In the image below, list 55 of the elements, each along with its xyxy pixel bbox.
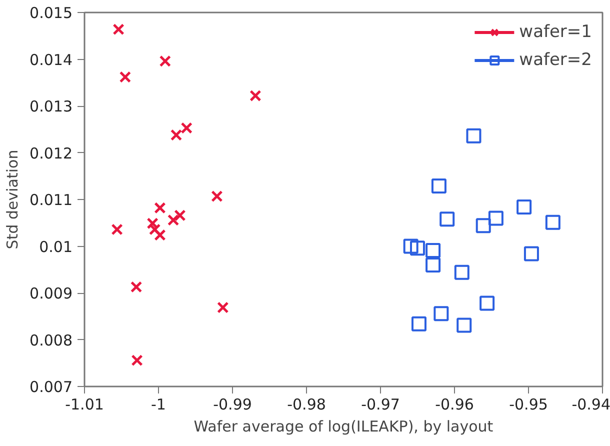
x-tick-label: -0.99 <box>213 396 252 414</box>
point <box>174 210 186 222</box>
point <box>411 316 426 332</box>
legend-label: wafer=1 <box>519 22 592 42</box>
point <box>403 238 418 254</box>
point <box>454 264 470 280</box>
point <box>434 306 449 322</box>
x-tick-label: -0.98 <box>287 396 326 414</box>
point <box>154 202 166 214</box>
point <box>159 55 172 67</box>
point <box>426 257 441 272</box>
point <box>426 242 441 258</box>
y-tick-label: 0.015 <box>30 4 73 22</box>
point <box>146 217 158 230</box>
point <box>211 190 223 202</box>
point <box>119 71 132 83</box>
point <box>488 210 504 226</box>
y-tick-label: 0.007 <box>30 378 73 396</box>
point <box>480 296 495 311</box>
point <box>476 218 491 234</box>
x-tick-label: -1.01 <box>65 396 104 414</box>
point <box>466 128 482 144</box>
y-tick-label: 0.009 <box>30 284 73 302</box>
x-axis-title: Wafer average of log(ILEAKP), by layout <box>194 418 494 436</box>
y-tick-label: 0.013 <box>30 98 73 116</box>
x-tick-label: -0.96 <box>435 396 474 414</box>
point <box>217 302 229 314</box>
x-tick-label: -0.97 <box>361 396 400 414</box>
point <box>112 23 124 36</box>
point <box>516 199 532 214</box>
y-tick-label: 0.012 <box>30 144 73 162</box>
point <box>545 214 560 230</box>
y-axis-title: Std deviation <box>4 150 22 250</box>
y-tick-label: 0.011 <box>30 191 73 209</box>
point <box>410 240 425 256</box>
point <box>148 224 161 236</box>
point <box>180 122 192 134</box>
legend-label: wafer=2 <box>519 50 592 70</box>
point <box>167 214 180 226</box>
point <box>456 318 472 333</box>
y-tick-label: 0.01 <box>39 238 73 256</box>
point <box>431 178 446 194</box>
point <box>111 224 123 236</box>
point <box>170 129 182 141</box>
point <box>130 281 142 293</box>
point <box>154 229 166 241</box>
x-tick-label: -1 <box>151 396 166 414</box>
y-tick-label: 0.008 <box>30 331 73 350</box>
point <box>440 212 455 227</box>
x-tick-label: -0.94 <box>572 396 610 414</box>
x-tick-label: -0.95 <box>509 396 548 414</box>
point <box>524 246 539 262</box>
point <box>131 354 143 366</box>
y-tick-label: 0.014 <box>30 50 73 69</box>
point <box>250 90 262 102</box>
